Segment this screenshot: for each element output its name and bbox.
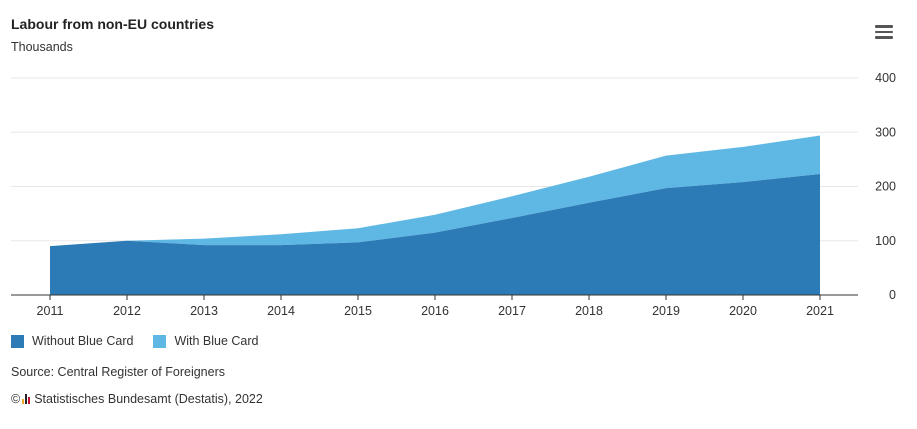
x-tick-label-2017: 2017 bbox=[498, 304, 526, 318]
series-area-with-blue-card bbox=[50, 135, 820, 247]
destatis-logo-icon bbox=[22, 394, 31, 404]
x-tick-label-2019: 2019 bbox=[652, 304, 680, 318]
x-tick-label-2018: 2018 bbox=[575, 304, 603, 318]
y-tick-label-300: 300 bbox=[875, 125, 896, 139]
legend-swatch-with-blue-card bbox=[153, 334, 167, 348]
x-tick-label-2012: 2012 bbox=[113, 304, 141, 318]
legend-swatch-without-blue-card bbox=[11, 334, 24, 348]
x-tick-label-2013: 2013 bbox=[190, 304, 218, 318]
y-tick-label-400: 400 bbox=[875, 71, 896, 85]
copyright-text: Statistisches Bundesamt (Destatis), 2022 bbox=[34, 392, 263, 406]
hamburger-menu-icon[interactable] bbox=[872, 22, 896, 42]
y-tick-label-100: 100 bbox=[875, 234, 896, 248]
legend-label-without-blue-card: Without Blue Card bbox=[32, 334, 134, 348]
chart-legend: Without Blue Card With Blue Card bbox=[11, 334, 259, 348]
copyright-line: © Statistisches Bundesamt (Destatis), 20… bbox=[11, 392, 263, 406]
x-tick-label-2011: 2011 bbox=[37, 304, 64, 318]
x-tick-label-2021: 2021 bbox=[806, 304, 834, 318]
x-tick-label-2016: 2016 bbox=[421, 304, 449, 318]
copyright-symbol: © bbox=[11, 392, 21, 406]
chart-subtitle: Thousands bbox=[11, 40, 73, 54]
legend-label-with-blue-card: With Blue Card bbox=[174, 334, 259, 348]
legend-item-with-blue-card[interactable]: With Blue Card bbox=[153, 334, 259, 348]
x-tick-label-2015: 2015 bbox=[344, 304, 372, 318]
legend-item-without-blue-card[interactable]: Without Blue Card bbox=[11, 334, 133, 348]
source-note: Source: Central Register of Foreigners bbox=[11, 365, 225, 379]
area-chart: 0 100 200 300 400 2011 2012 2013 2014 2015 2016 201… bbox=[11, 71, 896, 318]
chart-title: Labour from non-EU countries bbox=[11, 16, 214, 32]
x-tick-label-2014: 2014 bbox=[267, 304, 295, 318]
y-tick-label-0: 0 bbox=[889, 288, 896, 302]
y-tick-label-200: 200 bbox=[875, 180, 896, 194]
x-tick-label-2020: 2020 bbox=[729, 304, 757, 318]
series-area-without-blue-card bbox=[50, 174, 820, 295]
